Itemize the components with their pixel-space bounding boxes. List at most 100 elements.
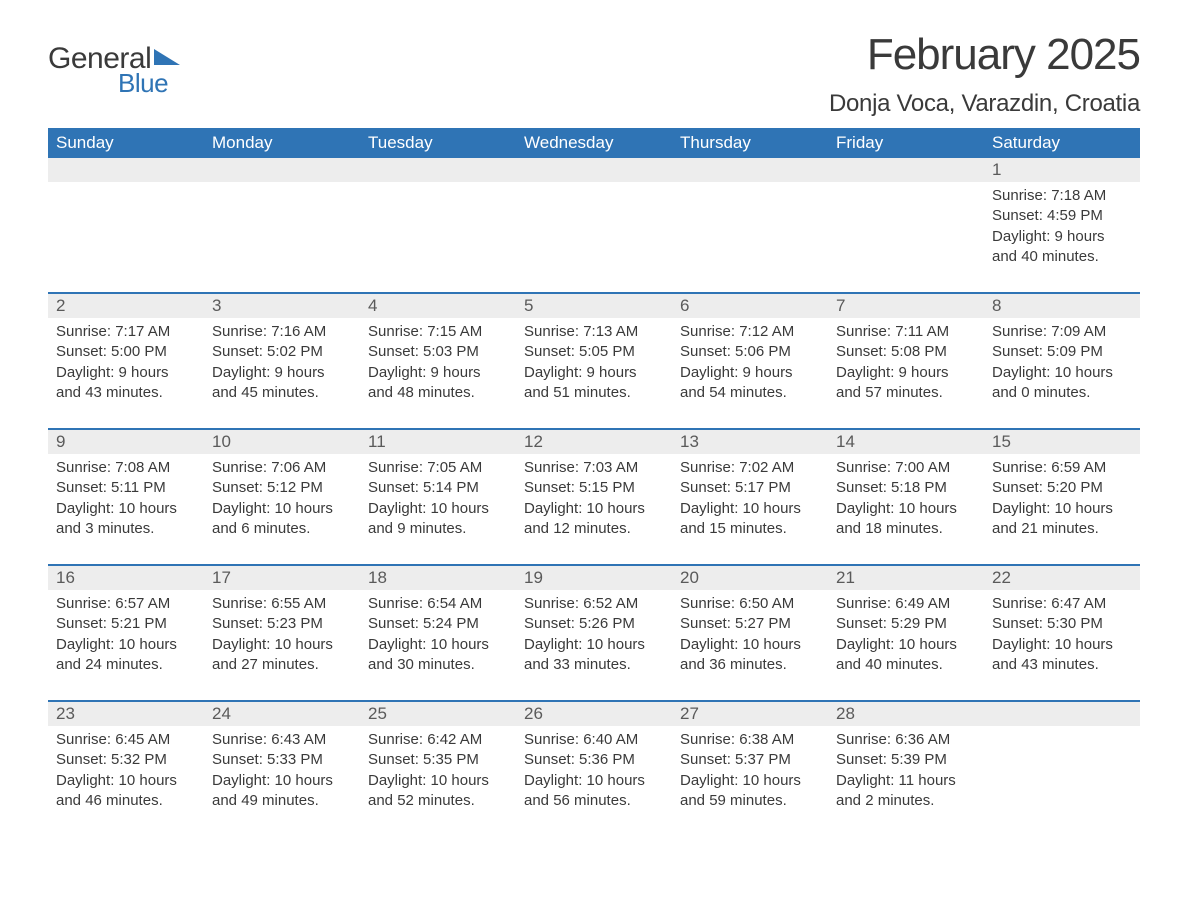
sunset-line: Sunset: 5:32 PM	[56, 750, 196, 770]
day-number: 9	[48, 430, 204, 454]
day-number-row: 2345678	[48, 294, 1140, 318]
title-block: February 2025 Donja Voca, Varazdin, Croa…	[829, 30, 1140, 118]
day-detail: Sunrise: 7:12 AMSunset: 5:06 PMDaylight:…	[672, 318, 828, 406]
dow-friday: Friday	[828, 128, 984, 158]
daylight-line-1: Daylight: 10 hours	[212, 499, 352, 519]
daylight-line-1: Daylight: 10 hours	[992, 635, 1132, 655]
daylight-line-2: and 49 minutes.	[212, 791, 352, 811]
daylight-line-1: Daylight: 10 hours	[56, 635, 196, 655]
sunrise-line: Sunrise: 6:43 AM	[212, 730, 352, 750]
day-number-row: 16171819202122	[48, 566, 1140, 590]
day-number-row: 1	[48, 158, 1140, 182]
day-number: 27	[672, 702, 828, 726]
sunrise-line: Sunrise: 7:05 AM	[368, 458, 508, 478]
day-number	[48, 158, 204, 182]
sunrise-line: Sunrise: 7:13 AM	[524, 322, 664, 342]
sunrise-line: Sunrise: 7:18 AM	[992, 186, 1132, 206]
sunrise-line: Sunrise: 6:54 AM	[368, 594, 508, 614]
day-number: 8	[984, 294, 1140, 318]
dow-thursday: Thursday	[672, 128, 828, 158]
daylight-line-2: and 54 minutes.	[680, 383, 820, 403]
days-of-week-row: Sunday Monday Tuesday Wednesday Thursday…	[48, 128, 1140, 158]
daylight-line-2: and 52 minutes.	[368, 791, 508, 811]
sunset-line: Sunset: 5:33 PM	[212, 750, 352, 770]
day-number-row: 232425262728	[48, 702, 1140, 726]
sunrise-line: Sunrise: 7:03 AM	[524, 458, 664, 478]
day-number: 3	[204, 294, 360, 318]
daylight-line-2: and 3 minutes.	[56, 519, 196, 539]
daylight-line-2: and 2 minutes.	[836, 791, 976, 811]
daylight-line-1: Daylight: 10 hours	[992, 499, 1132, 519]
day-number: 23	[48, 702, 204, 726]
daylight-line-2: and 51 minutes.	[524, 383, 664, 403]
day-number	[360, 158, 516, 182]
sunrise-line: Sunrise: 6:55 AM	[212, 594, 352, 614]
day-number: 18	[360, 566, 516, 590]
day-detail: Sunrise: 7:00 AMSunset: 5:18 PMDaylight:…	[828, 454, 984, 542]
day-number	[828, 158, 984, 182]
daylight-line-2: and 36 minutes.	[680, 655, 820, 675]
sunrise-line: Sunrise: 6:45 AM	[56, 730, 196, 750]
sunrise-line: Sunrise: 6:52 AM	[524, 594, 664, 614]
sunset-line: Sunset: 5:08 PM	[836, 342, 976, 362]
daylight-line-1: Daylight: 10 hours	[524, 499, 664, 519]
daylight-line-1: Daylight: 9 hours	[368, 363, 508, 383]
day-detail: Sunrise: 7:18 AMSunset: 4:59 PMDaylight:…	[984, 182, 1140, 270]
daylight-line-2: and 43 minutes.	[56, 383, 196, 403]
sunrise-line: Sunrise: 7:02 AM	[680, 458, 820, 478]
day-number: 24	[204, 702, 360, 726]
sunrise-line: Sunrise: 6:59 AM	[992, 458, 1132, 478]
sunset-line: Sunset: 5:30 PM	[992, 614, 1132, 634]
sunset-line: Sunset: 5:12 PM	[212, 478, 352, 498]
day-detail: Sunrise: 6:55 AMSunset: 5:23 PMDaylight:…	[204, 590, 360, 678]
daylight-line-2: and 59 minutes.	[680, 791, 820, 811]
day-number	[516, 158, 672, 182]
day-detail: Sunrise: 6:45 AMSunset: 5:32 PMDaylight:…	[48, 726, 204, 814]
sunset-line: Sunset: 5:37 PM	[680, 750, 820, 770]
sunrise-line: Sunrise: 7:11 AM	[836, 322, 976, 342]
day-number: 7	[828, 294, 984, 318]
sunrise-line: Sunrise: 6:40 AM	[524, 730, 664, 750]
day-detail	[672, 182, 828, 270]
day-detail: Sunrise: 7:15 AMSunset: 5:03 PMDaylight:…	[360, 318, 516, 406]
weeks-container: 1Sunrise: 7:18 AMSunset: 4:59 PMDaylight…	[48, 158, 1140, 814]
daylight-line-2: and 40 minutes.	[836, 655, 976, 675]
logo: General Blue	[48, 30, 180, 99]
sunset-line: Sunset: 5:39 PM	[836, 750, 976, 770]
day-detail: Sunrise: 6:54 AMSunset: 5:24 PMDaylight:…	[360, 590, 516, 678]
daylight-line-2: and 21 minutes.	[992, 519, 1132, 539]
day-number: 26	[516, 702, 672, 726]
daylight-line-2: and 15 minutes.	[680, 519, 820, 539]
sunrise-line: Sunrise: 6:57 AM	[56, 594, 196, 614]
day-detail	[360, 182, 516, 270]
sunrise-line: Sunrise: 7:17 AM	[56, 322, 196, 342]
daylight-line-2: and 9 minutes.	[368, 519, 508, 539]
sunrise-line: Sunrise: 7:08 AM	[56, 458, 196, 478]
sunset-line: Sunset: 4:59 PM	[992, 206, 1132, 226]
day-number	[204, 158, 360, 182]
daylight-line-2: and 24 minutes.	[56, 655, 196, 675]
daylight-line-2: and 43 minutes.	[992, 655, 1132, 675]
sunset-line: Sunset: 5:14 PM	[368, 478, 508, 498]
daylight-line-2: and 30 minutes.	[368, 655, 508, 675]
sunset-line: Sunset: 5:18 PM	[836, 478, 976, 498]
day-detail: Sunrise: 7:11 AMSunset: 5:08 PMDaylight:…	[828, 318, 984, 406]
sunset-line: Sunset: 5:35 PM	[368, 750, 508, 770]
sunset-line: Sunset: 5:02 PM	[212, 342, 352, 362]
daylight-line-1: Daylight: 9 hours	[524, 363, 664, 383]
day-detail: Sunrise: 7:03 AMSunset: 5:15 PMDaylight:…	[516, 454, 672, 542]
day-number: 4	[360, 294, 516, 318]
day-detail: Sunrise: 6:38 AMSunset: 5:37 PMDaylight:…	[672, 726, 828, 814]
day-number: 25	[360, 702, 516, 726]
month-title: February 2025	[829, 30, 1140, 80]
sunrise-line: Sunrise: 7:00 AM	[836, 458, 976, 478]
day-number: 17	[204, 566, 360, 590]
daylight-line-1: Daylight: 10 hours	[992, 363, 1132, 383]
day-detail: Sunrise: 7:02 AMSunset: 5:17 PMDaylight:…	[672, 454, 828, 542]
daylight-line-2: and 48 minutes.	[368, 383, 508, 403]
daylight-line-1: Daylight: 9 hours	[992, 227, 1132, 247]
daylight-line-1: Daylight: 10 hours	[368, 499, 508, 519]
day-number	[672, 158, 828, 182]
sunset-line: Sunset: 5:20 PM	[992, 478, 1132, 498]
day-number: 6	[672, 294, 828, 318]
